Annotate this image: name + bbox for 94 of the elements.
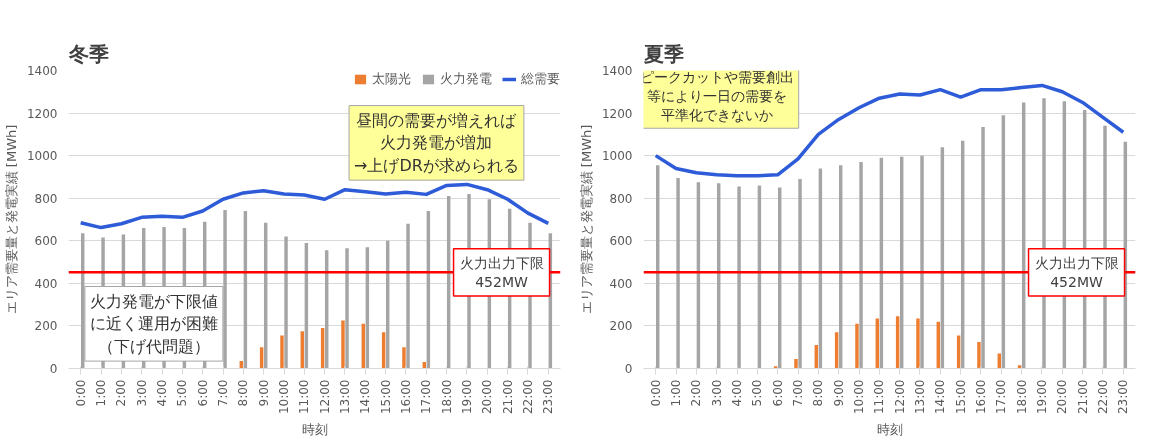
x-tick-label: 11:00	[872, 379, 887, 415]
x-tick-label: 23:00	[1116, 379, 1131, 415]
x-tick-label: 13:00	[913, 379, 927, 415]
legend-label: 太陽光	[372, 70, 411, 88]
y-tick-label: 400	[609, 276, 633, 291]
x-tick-label: 0:00	[73, 379, 88, 407]
x-tick-label: 1:00	[669, 379, 684, 407]
x-tick-label: 5:00	[750, 379, 765, 407]
x-tick-label: 16:00	[398, 379, 413, 415]
y-tick-label: 1400	[601, 64, 633, 78]
y-tick-label: 1000	[601, 149, 633, 164]
y-tick-label: 800	[609, 191, 633, 206]
ref-line-label: 火力出力下限452MW	[459, 254, 544, 290]
x-tick-label: 22:00	[1095, 379, 1110, 415]
x-tick-label: 12:00	[892, 379, 907, 415]
bar	[920, 155, 924, 369]
x-tick-label: 4:00	[155, 379, 170, 407]
bar	[859, 162, 863, 369]
y-tick-label: 600	[609, 234, 633, 249]
ref-line-label: 火力出力下限452MW	[1034, 254, 1119, 290]
x-tick-label: 16:00	[973, 379, 988, 415]
annotation: 昼間の需要が増えれば火力発電が増加→上げDRが求められる	[354, 110, 519, 176]
legend-label: 火力発電	[440, 70, 492, 88]
y-axis-title: エリア需要量と発電実績 [MWh]	[578, 124, 594, 315]
bar	[280, 335, 284, 369]
x-tick-label: 9:00	[256, 379, 271, 407]
y-tick-label: 800	[34, 191, 58, 206]
x-tick-label: 20:00	[480, 379, 495, 415]
x-tick-label: 11:00	[297, 379, 312, 415]
x-tick-label: 3:00	[134, 379, 149, 407]
bar	[406, 223, 410, 369]
legend-label: 総需要	[521, 70, 560, 88]
bar	[345, 248, 349, 369]
x-tick-label: 18:00	[439, 379, 454, 415]
x-tick-label: 20:00	[1055, 379, 1070, 415]
x-tick-label: 10:00	[852, 379, 866, 415]
y-tick-label: 200	[34, 319, 58, 334]
y-tick-label: 1000	[26, 149, 58, 164]
x-tick-label: 19:00	[1034, 379, 1049, 415]
bar	[737, 186, 741, 369]
y-tick-label: 200	[609, 319, 633, 334]
x-tick-label: 13:00	[338, 379, 352, 415]
x-tick-label: 7:00	[216, 379, 231, 407]
x-tick-label: 2:00	[114, 379, 129, 407]
x-axis-title: 時刻	[301, 422, 328, 438]
x-tick-label: 21:00	[1075, 379, 1090, 415]
x-tick-label: 15:00	[953, 379, 968, 415]
x-tick-label: 14:00	[933, 379, 948, 415]
y-tick-label: 1200	[601, 106, 633, 121]
x-tick-label: 19:00	[459, 379, 474, 415]
x-tick-label: 3:00	[709, 379, 724, 407]
y-tick-label: 0	[49, 362, 58, 376]
chart-title: 冬季	[67, 41, 109, 66]
x-tick-label: 6:00	[195, 379, 210, 407]
bar	[794, 358, 798, 369]
x-tick-label: 23:00	[541, 379, 556, 415]
chart-title: 夏季	[642, 41, 684, 66]
y-tick-label: 1200	[26, 106, 58, 121]
y-tick-label: 400	[34, 276, 58, 291]
y-tick-label: 600	[34, 234, 58, 249]
x-tick-label: 6:00	[770, 379, 785, 407]
x-tick-label: 17:00	[994, 379, 1009, 415]
x-tick-label: 17:00	[419, 379, 434, 415]
x-tick-label: 12:00	[317, 379, 332, 415]
x-tick-label: 5:00	[175, 379, 190, 407]
x-axis-title: 時刻	[876, 422, 903, 438]
y-axis-title: エリア需要量と発電実績 [MWh]	[3, 124, 19, 315]
bar	[916, 318, 920, 369]
bar	[981, 126, 985, 369]
bar	[341, 320, 345, 369]
line-series	[78, 182, 551, 230]
bar	[284, 236, 288, 369]
bar	[855, 323, 859, 369]
x-tick-label: 0:00	[648, 379, 663, 407]
x-tick-label: 8:00	[811, 379, 826, 407]
annotation: 火力発電が下限値に近く運用が困難（下げ代問題）	[89, 291, 218, 357]
x-tick-label: 21:00	[500, 379, 515, 415]
x-tick-label: 8:00	[236, 379, 251, 407]
bar	[977, 341, 981, 369]
bar	[402, 347, 406, 369]
bar	[798, 179, 802, 369]
x-tick-label: 7:00	[791, 379, 806, 407]
y-tick-label: 1400	[26, 64, 58, 78]
x-tick-label: 18:00	[1014, 379, 1029, 415]
x-tick-label: 4:00	[730, 379, 745, 407]
x-tick-label: 9:00	[831, 379, 846, 407]
bar	[676, 177, 680, 369]
x-tick-label: 2:00	[689, 379, 704, 407]
x-tick-label: 1:00	[94, 379, 109, 407]
x-tick-label: 15:00	[378, 379, 393, 415]
x-tick-label: 14:00	[358, 379, 373, 415]
x-tick-label: 22:00	[520, 379, 535, 415]
x-tick-label: 10:00	[277, 379, 291, 415]
y-tick-label: 0	[624, 362, 633, 376]
